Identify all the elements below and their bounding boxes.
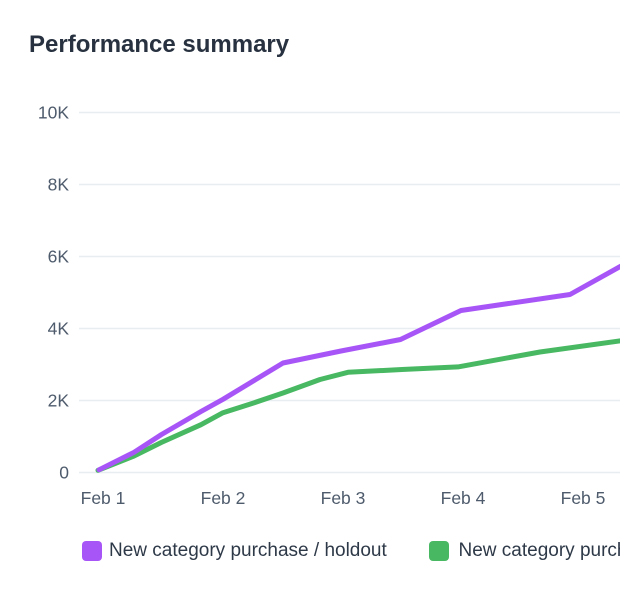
svg-text:2K: 2K xyxy=(48,391,70,411)
svg-text:Feb 1: Feb 1 xyxy=(81,488,126,508)
svg-text:Feb 5: Feb 5 xyxy=(561,488,606,508)
svg-text:Feb 3: Feb 3 xyxy=(321,488,366,508)
svg-text:Feb 4: Feb 4 xyxy=(441,488,486,508)
svg-text:0: 0 xyxy=(59,463,69,483)
svg-text:10K: 10K xyxy=(38,103,69,123)
svg-text:8K: 8K xyxy=(48,175,70,195)
svg-text:Feb 2: Feb 2 xyxy=(201,488,246,508)
svg-text:6K: 6K xyxy=(48,247,70,267)
svg-text:4K: 4K xyxy=(48,319,70,339)
